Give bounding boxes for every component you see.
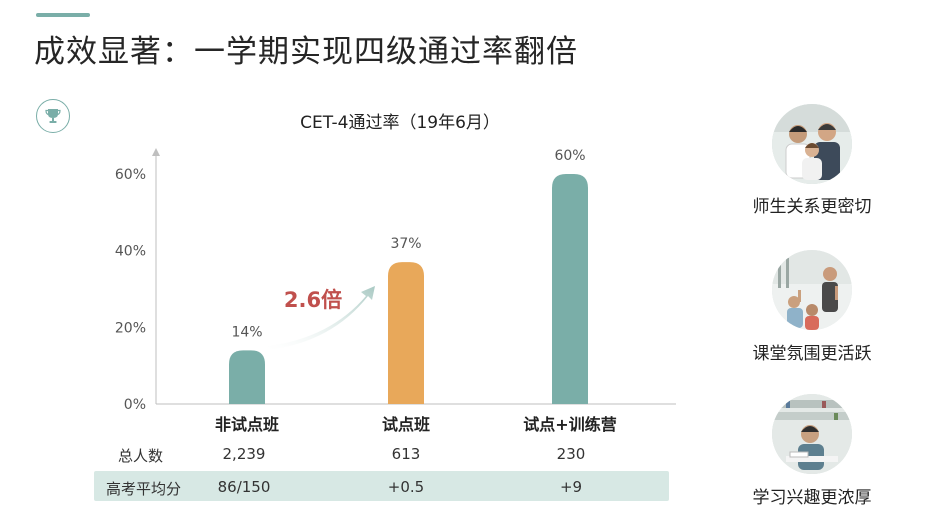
y-tick-label: 60%	[115, 167, 146, 183]
data-label: 37%	[390, 236, 421, 252]
table-row-label: 高考平均分	[106, 480, 182, 498]
table-cell: 613	[391, 445, 421, 463]
table-cell: 230	[556, 445, 586, 463]
side-caption-interest: 学习兴趣更浓厚	[752, 488, 872, 508]
table-cell: 2,239	[222, 445, 266, 463]
side-caption-atmosphere: 课堂氛围更活跃	[752, 344, 872, 364]
teacher-student-photo	[772, 104, 852, 184]
y-axis-arrow	[152, 148, 160, 156]
table-row-label: 总人数	[118, 447, 164, 465]
data-label: 60%	[554, 148, 585, 164]
bar	[552, 174, 588, 404]
table-cell: +9	[559, 478, 583, 496]
multiplier-annotation: 2.6倍	[284, 288, 342, 312]
title-accent-bar	[36, 13, 90, 17]
x-tick-label: 试点班	[382, 415, 430, 434]
y-tick-label: 0%	[124, 397, 146, 413]
table-highlight-row	[94, 471, 669, 501]
growth-arrow	[268, 286, 375, 350]
y-tick-label: 40%	[115, 244, 146, 260]
bar	[388, 262, 424, 404]
data-label: 14%	[231, 324, 262, 340]
table-cell: +0.5	[387, 478, 425, 496]
y-tick-label: 20%	[115, 320, 146, 336]
x-tick-label: 非试点班	[215, 415, 279, 434]
x-tick-label: 试点+训练营	[523, 415, 616, 434]
studying-photo	[772, 394, 852, 474]
table-cell: 86/150	[217, 478, 271, 496]
bar	[229, 350, 265, 404]
chart-title: CET-4通过率（19年6月）	[300, 113, 500, 133]
side-caption-relationship: 师生关系更密切	[752, 197, 872, 217]
trophy-icon	[36, 99, 70, 133]
classroom-photo	[772, 250, 852, 330]
page-title: 成效显著：一学期实现四级通过率翻倍	[34, 34, 578, 70]
